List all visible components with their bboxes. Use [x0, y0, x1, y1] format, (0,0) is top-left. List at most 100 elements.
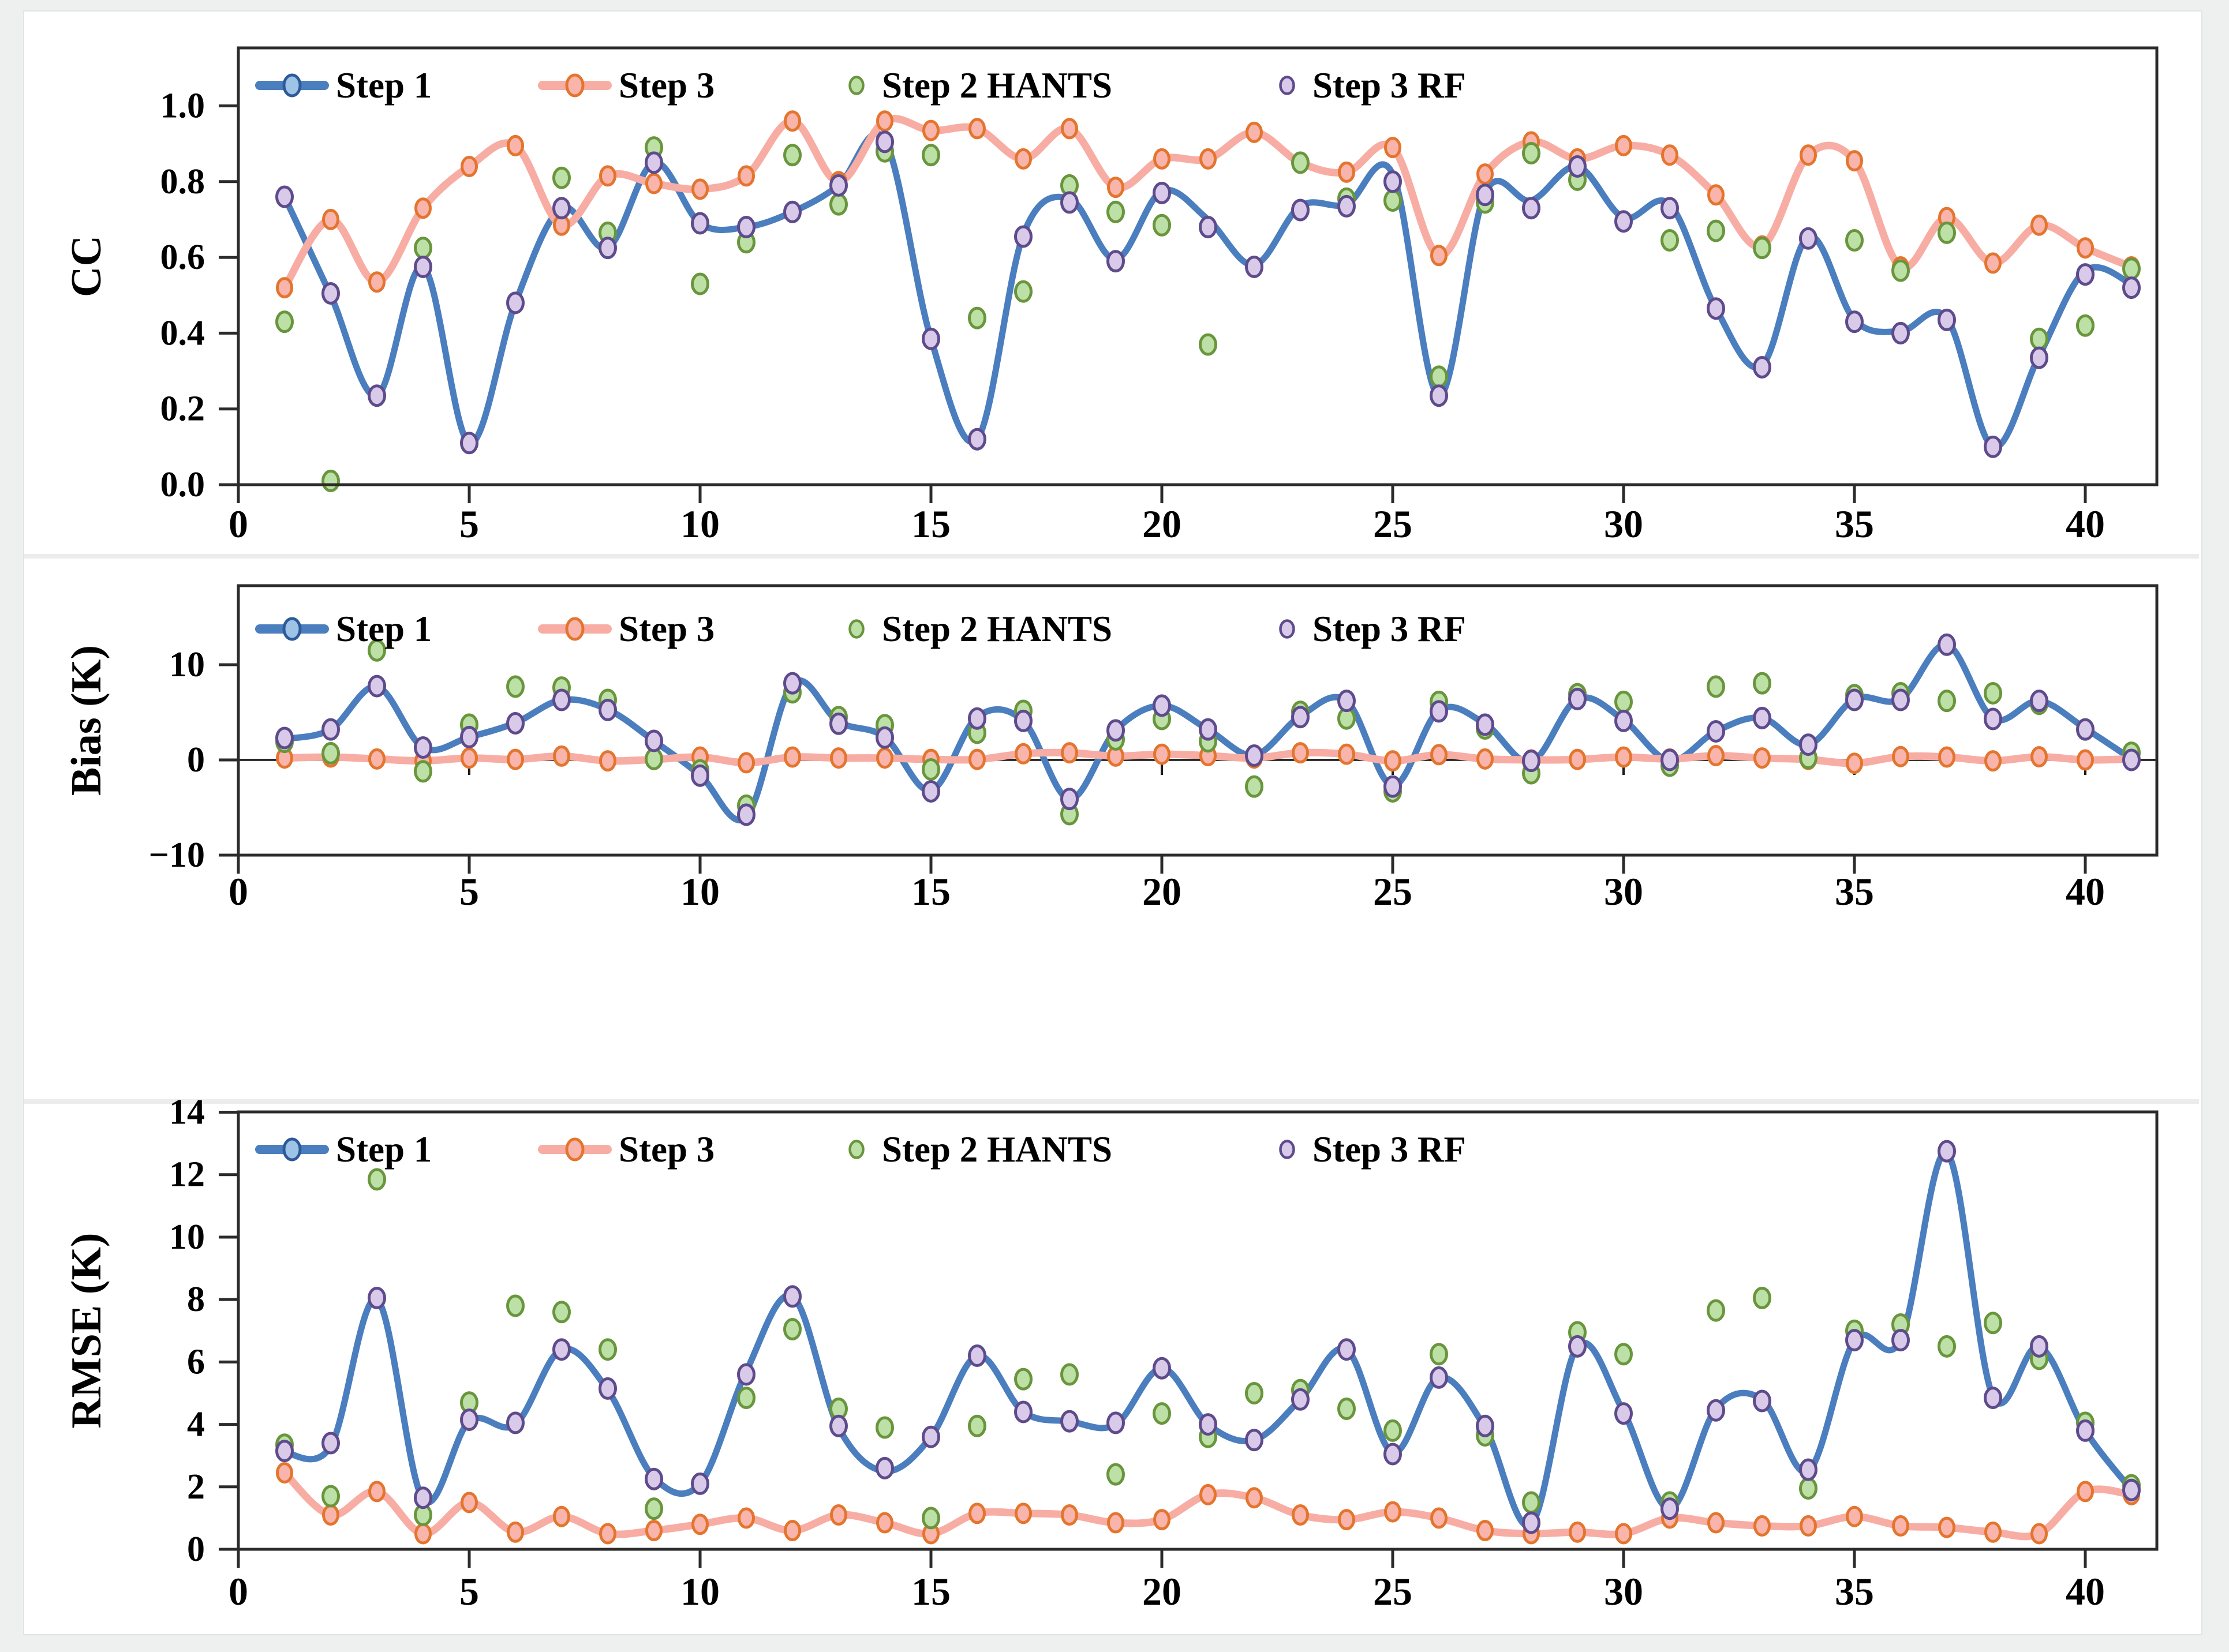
rmse-rf-marker — [599, 1377, 617, 1400]
cc-step3-marker — [507, 134, 524, 156]
bias-rf-marker — [1245, 744, 1263, 767]
bias-rf-marker — [737, 803, 756, 826]
cc-rf-marker — [1568, 155, 1587, 178]
rmse-y-axis-title: RMSE (K) — [63, 1233, 110, 1428]
bias-step3-marker — [968, 748, 986, 770]
bias-legend: Step 1 Step 3 Step 2 HANTS Step 3 RF — [255, 609, 1466, 649]
cc-hants-marker — [829, 193, 848, 216]
cc-step3-marker — [1107, 177, 1124, 198]
step1-legend-label: Step 1 — [336, 609, 432, 649]
cc-rf-marker — [1383, 170, 1402, 193]
rmse-rf-marker — [1799, 1458, 1817, 1481]
rmse-rf-marker — [460, 1408, 478, 1431]
bias-rf-marker — [414, 736, 432, 759]
rmse-step3-marker — [1061, 1504, 1078, 1526]
cc-y-axis-title: CC — [63, 235, 110, 297]
cc-rf-marker — [1891, 321, 1910, 344]
cc-x-tick-label: 35 — [1835, 502, 1874, 546]
rmse-rf-marker — [2076, 1419, 2095, 1442]
rmse-rf-marker — [1291, 1388, 1310, 1411]
rmse-step3-marker — [1015, 1503, 1032, 1524]
cc-x-tick-label: 20 — [1142, 502, 1181, 546]
rmse-x-tick-label: 25 — [1373, 1569, 1412, 1613]
cc-step3-marker — [1661, 144, 1678, 166]
rmse-rf-marker — [1753, 1389, 1771, 1413]
bias-rf-marker — [1707, 720, 1725, 743]
cc-hants-marker — [783, 144, 802, 167]
cc-hants-marker — [275, 310, 294, 334]
rmse-step3-marker — [1938, 1516, 1955, 1538]
bias-step3-marker — [1430, 744, 1448, 766]
bias-step3-marker — [1153, 743, 1170, 765]
cc-step3-marker — [1615, 134, 1632, 156]
cc-rf-marker — [1845, 310, 1864, 334]
bias-hants-marker — [506, 675, 525, 698]
cc-rf-marker — [968, 428, 986, 451]
bias-rf-marker — [1568, 687, 1587, 710]
cc-y-tick-label: 0.0 — [160, 465, 205, 504]
cc-step3-marker — [738, 165, 755, 187]
rmse-hants-marker — [1799, 1477, 1817, 1500]
rmse-panel: 0 2 4 6 8 10 12 14 0 5 10 15 20 25 30 35 40 RMSE (K) Step … — [63, 1093, 2159, 1613]
rmse-hants-marker — [1430, 1343, 1448, 1366]
bias-step3-marker — [830, 747, 847, 769]
rmse-step3-marker — [1292, 1504, 1309, 1526]
bias-rf-marker — [1430, 700, 1448, 723]
cc-rf-marker — [1199, 216, 1217, 239]
rmse-y-tick-label: 10 — [169, 1218, 205, 1257]
rmse-rf-marker — [1199, 1413, 1217, 1436]
rmse-step3-marker — [1338, 1509, 1355, 1531]
bias-x-tick-label: 40 — [2066, 870, 2105, 913]
cc-step3-marker — [1015, 148, 1032, 170]
rmse-rf-marker — [1060, 1410, 1079, 1433]
bias-y-tick-label: −10 — [149, 836, 205, 875]
rmse-rf-marker — [321, 1432, 340, 1455]
cc-hants-marker — [1291, 151, 1310, 174]
cc-rf-marker — [460, 432, 478, 455]
cc-hants-marker — [1106, 200, 1125, 223]
bias-hants-marker — [922, 758, 940, 781]
cc-x-tick-label: 25 — [1373, 502, 1412, 546]
bias-step3-marker — [1384, 750, 1401, 772]
cc-step3-marker — [876, 110, 893, 132]
cc-rf-marker — [645, 151, 663, 174]
bias-rf-marker — [1476, 713, 1494, 736]
bias-rf-marker — [552, 688, 571, 711]
rmse-x-tick-label: 15 — [911, 1569, 951, 1613]
bias-x-tick-label: 30 — [1604, 870, 1643, 913]
bias-x-tick-label: 0 — [229, 870, 248, 913]
rmse-rf-marker — [414, 1486, 432, 1509]
rmse-hants-marker — [1060, 1363, 1079, 1386]
cc-rf-marker — [599, 237, 617, 260]
rmse-rf-marker — [1245, 1429, 1263, 1452]
cc-hants-marker — [414, 237, 432, 260]
bias-rf-marker — [368, 675, 386, 698]
bias-step3-marker — [876, 747, 893, 769]
rmse-hants-marker — [506, 1294, 525, 1317]
rmse-rf-marker — [368, 1286, 386, 1309]
rmse-hants-marker — [1106, 1463, 1125, 1486]
rmse-rf-marker — [2030, 1335, 2048, 1358]
cc-step3-marker — [2030, 214, 2048, 236]
cc-rf-marker — [1291, 198, 1310, 222]
rmse-step3-marker — [1892, 1515, 1909, 1537]
bias-rf-marker — [2076, 718, 2095, 741]
cc-rf-marker — [1153, 181, 1171, 204]
bias-step3-marker — [461, 747, 478, 769]
cc-hants-marker — [552, 166, 571, 189]
cc-rf-marker — [1106, 250, 1125, 273]
rmse-rf-marker — [1383, 1443, 1402, 1466]
bias-step3-marker — [1061, 742, 1078, 764]
cc-legend: Step 1 Step 3 Step 2 HANTS Step 3 RF — [255, 65, 1466, 106]
cc-rf-marker — [1938, 308, 1956, 331]
rmse-rf-marker — [783, 1285, 802, 1308]
bias-step3-marker — [738, 752, 755, 774]
cc-x-tick-label: 5 — [459, 502, 479, 546]
cc-hants-marker — [1153, 213, 1171, 237]
rmse-step3-marker — [1246, 1487, 1263, 1509]
cc-y-tick-label: 0.6 — [160, 238, 205, 277]
rmse-rf-marker — [737, 1363, 756, 1386]
bias-step3-marker — [1292, 742, 1309, 764]
bias-step3-marker — [1984, 750, 2002, 772]
